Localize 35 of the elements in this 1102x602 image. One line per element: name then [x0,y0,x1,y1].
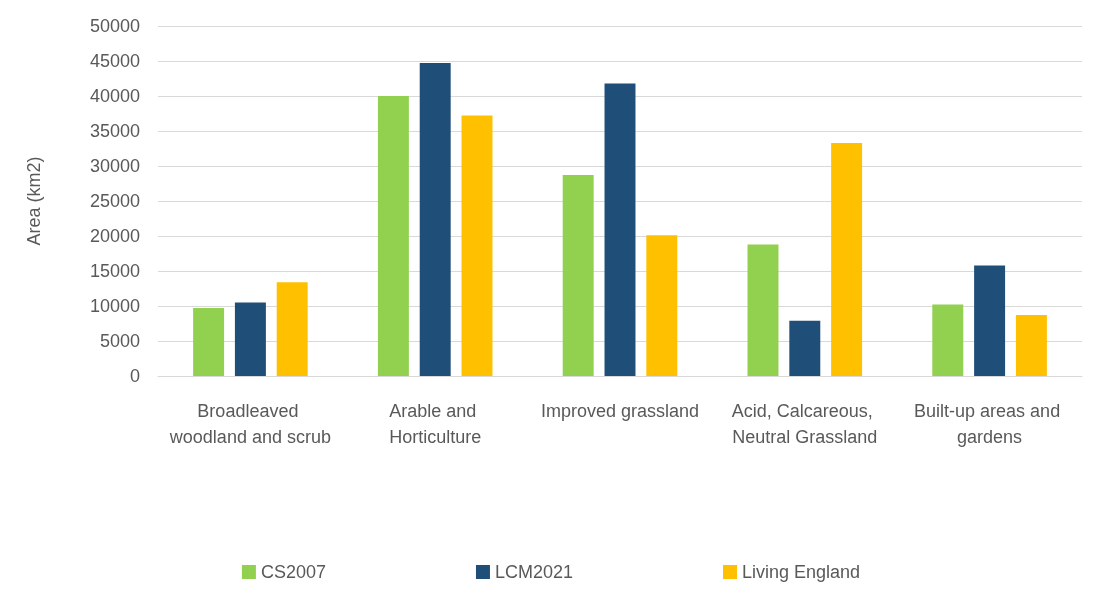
y-tick-label: 15000 [89,261,140,281]
legend-label: LCM2021 [494,562,573,582]
x-tick-label: Broadleaved woodland and scrub [168,401,331,447]
bar [747,244,779,376]
bar [419,63,451,376]
y-tick-label: 30000 [89,156,140,176]
bar [562,175,594,376]
bar [461,115,493,376]
bar [646,235,678,376]
y-tick-label: 40000 [89,86,140,106]
bar [831,142,863,376]
x-tick-label: Acid, Calcareous, Neutral Grassland [731,401,878,447]
x-tick-label: Built-up areas and gardens [914,401,1066,447]
y-tick-label: 35000 [89,121,140,141]
bar [604,83,636,376]
bar [193,308,225,376]
y-axis-title: Area (km2) [24,156,44,246]
x-tick-label: Arable and Horticulture [389,401,482,447]
bar [974,265,1006,376]
legend-label: CS2007 [260,562,326,582]
bar [234,302,266,376]
y-tick-label: 5000 [99,331,140,351]
y-tick-label: 20000 [89,226,140,246]
bar [789,320,821,376]
y-tick-label: 50000 [89,16,140,36]
bar [276,282,308,376]
y-tick-label: 0 [129,366,140,386]
x-tick-label: Improved grassland [540,401,700,421]
bar [932,304,964,376]
legend-label: Living England [742,562,861,582]
y-tick-label: 25000 [89,191,140,211]
y-tick-label: 10000 [89,296,140,316]
y-tick-label: 45000 [89,51,140,71]
bar [1015,315,1047,376]
bar [377,96,409,376]
